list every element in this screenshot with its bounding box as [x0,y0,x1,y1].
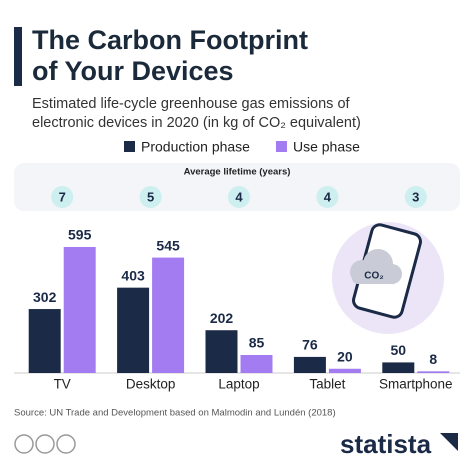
value-label: 403 [121,267,145,283]
bar [117,287,150,373]
bar [63,247,96,373]
bar [293,356,326,373]
bar [240,355,273,373]
source: Source: UN Trade and Development based o… [14,408,336,419]
value-label: 595 [68,227,92,243]
license-icons [14,434,76,454]
bar [152,257,185,373]
lifetime-value: 3 [412,189,419,204]
legend-swatch [275,141,287,152]
title-line: The Carbon Footprint [32,25,308,55]
x-tick-label: TV [54,377,71,392]
value-label: 202 [210,310,234,326]
value-label: 545 [156,237,180,253]
lifetime-badge [404,186,427,208]
bar [205,330,238,373]
brand-mark [440,433,458,451]
value-label: 8 [429,351,437,367]
value-label: 20 [337,348,353,364]
value-label: 50 [391,342,407,358]
title-line: of Your Devices [32,56,234,86]
bar [28,309,61,373]
lifetime-value: 4 [235,189,243,204]
legend-label: Use phase [293,139,360,155]
cloud-icon [350,249,402,284]
title-accent [14,27,22,86]
legend-swatch [124,141,135,152]
device-illustration: CO₂ [332,222,444,334]
bar [328,368,361,373]
lifetime-value: 5 [147,189,154,204]
lifetime-badge [51,186,74,208]
cloud-label: CO₂ [364,271,383,282]
brand: statista [340,429,432,459]
lifetime-badge [139,186,162,208]
x-tick-label: Laptop [218,377,259,392]
value-label: 76 [302,337,318,353]
lifetime-label: Average lifetime (years) [184,167,291,178]
subtitle-line: electronic devices in 2020 (in kg of CO₂… [32,115,361,131]
lifetime-value: 4 [324,189,332,204]
lifetime-value: 7 [59,189,66,204]
value-label: 85 [249,335,265,351]
lifetime-badge [316,186,339,208]
x-tick-label: Smartphone [379,377,453,392]
bar [382,362,415,373]
x-tick-label: Desktop [126,377,176,392]
subtitle-line: Estimated life-cycle greenhouse gas emis… [32,96,351,112]
value-label: 302 [33,289,57,305]
bar [417,371,450,373]
lifetime-badge [228,186,250,208]
x-tick-label: Tablet [309,377,345,392]
legend-label: Production phase [141,139,250,155]
